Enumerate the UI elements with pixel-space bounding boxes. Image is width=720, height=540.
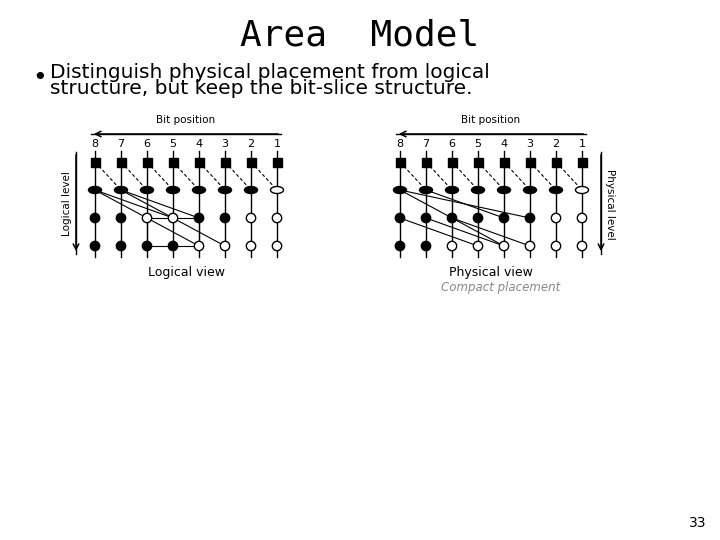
Text: Bit position: Bit position (462, 115, 521, 125)
Circle shape (168, 241, 178, 251)
Circle shape (90, 241, 99, 251)
FancyBboxPatch shape (421, 158, 431, 166)
Text: 2: 2 (552, 139, 559, 149)
Circle shape (395, 241, 405, 251)
Circle shape (526, 241, 535, 251)
Circle shape (526, 213, 535, 222)
Circle shape (194, 213, 204, 222)
Text: Logical level: Logical level (62, 172, 72, 237)
Circle shape (395, 213, 405, 222)
Ellipse shape (575, 186, 588, 193)
Text: 8: 8 (91, 139, 99, 149)
Circle shape (220, 241, 230, 251)
Text: 7: 7 (423, 139, 430, 149)
Ellipse shape (523, 186, 536, 193)
Circle shape (552, 213, 561, 222)
FancyBboxPatch shape (220, 158, 230, 166)
FancyBboxPatch shape (246, 158, 256, 166)
Text: 33: 33 (688, 516, 706, 530)
FancyBboxPatch shape (194, 158, 204, 166)
Circle shape (117, 213, 126, 222)
FancyBboxPatch shape (577, 158, 587, 166)
Ellipse shape (245, 186, 258, 193)
Circle shape (473, 213, 482, 222)
Ellipse shape (420, 186, 433, 193)
Ellipse shape (166, 186, 179, 193)
FancyBboxPatch shape (500, 158, 508, 166)
FancyBboxPatch shape (526, 158, 534, 166)
Circle shape (168, 213, 178, 222)
Circle shape (421, 213, 431, 222)
Ellipse shape (192, 186, 205, 193)
FancyBboxPatch shape (474, 158, 482, 166)
Text: 4: 4 (195, 139, 202, 149)
Ellipse shape (114, 186, 127, 193)
Text: 3: 3 (222, 139, 228, 149)
FancyBboxPatch shape (143, 158, 151, 166)
Ellipse shape (218, 186, 232, 193)
Circle shape (272, 241, 282, 251)
Text: 6: 6 (143, 139, 150, 149)
Text: Physical level: Physical level (605, 168, 615, 239)
Text: 8: 8 (397, 139, 404, 149)
FancyBboxPatch shape (168, 158, 178, 166)
Circle shape (246, 213, 256, 222)
Circle shape (220, 213, 230, 222)
Ellipse shape (140, 186, 153, 193)
Circle shape (577, 241, 587, 251)
Text: •: • (32, 66, 47, 90)
Circle shape (577, 213, 587, 222)
Circle shape (90, 213, 99, 222)
Text: 1: 1 (578, 139, 585, 149)
Circle shape (117, 241, 126, 251)
Text: Bit position: Bit position (156, 115, 215, 125)
Circle shape (143, 213, 152, 222)
Ellipse shape (549, 186, 562, 193)
FancyBboxPatch shape (448, 158, 456, 166)
Text: 1: 1 (274, 139, 281, 149)
FancyBboxPatch shape (91, 158, 99, 166)
Circle shape (500, 213, 508, 222)
Circle shape (447, 241, 456, 251)
FancyBboxPatch shape (117, 158, 125, 166)
Circle shape (143, 241, 152, 251)
Circle shape (500, 241, 508, 251)
Text: 6: 6 (449, 139, 456, 149)
Text: Area  Model: Area Model (240, 18, 480, 52)
FancyBboxPatch shape (272, 158, 282, 166)
Text: Distinguish physical placement from logical: Distinguish physical placement from logi… (50, 63, 490, 82)
Text: 5: 5 (474, 139, 482, 149)
Text: 3: 3 (526, 139, 534, 149)
FancyBboxPatch shape (395, 158, 405, 166)
Circle shape (447, 213, 456, 222)
Ellipse shape (498, 186, 510, 193)
Circle shape (552, 241, 561, 251)
Circle shape (272, 213, 282, 222)
Text: 4: 4 (500, 139, 508, 149)
Text: Physical view: Physical view (449, 266, 533, 279)
Text: structure, but keep the bit-slice structure.: structure, but keep the bit-slice struct… (50, 79, 472, 98)
Circle shape (421, 241, 431, 251)
Ellipse shape (446, 186, 459, 193)
Ellipse shape (271, 186, 284, 193)
Text: 7: 7 (117, 139, 125, 149)
Circle shape (194, 241, 204, 251)
Text: Compact placement: Compact placement (441, 281, 561, 294)
Circle shape (246, 241, 256, 251)
Ellipse shape (393, 186, 407, 193)
FancyBboxPatch shape (552, 158, 560, 166)
Text: Logical view: Logical view (148, 266, 225, 279)
Circle shape (473, 241, 482, 251)
Text: 5: 5 (169, 139, 176, 149)
Ellipse shape (472, 186, 485, 193)
Text: 2: 2 (248, 139, 255, 149)
Ellipse shape (89, 186, 102, 193)
